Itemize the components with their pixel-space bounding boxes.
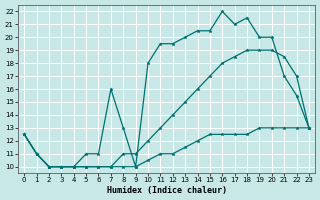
X-axis label: Humidex (Indice chaleur): Humidex (Indice chaleur)	[107, 186, 227, 195]
